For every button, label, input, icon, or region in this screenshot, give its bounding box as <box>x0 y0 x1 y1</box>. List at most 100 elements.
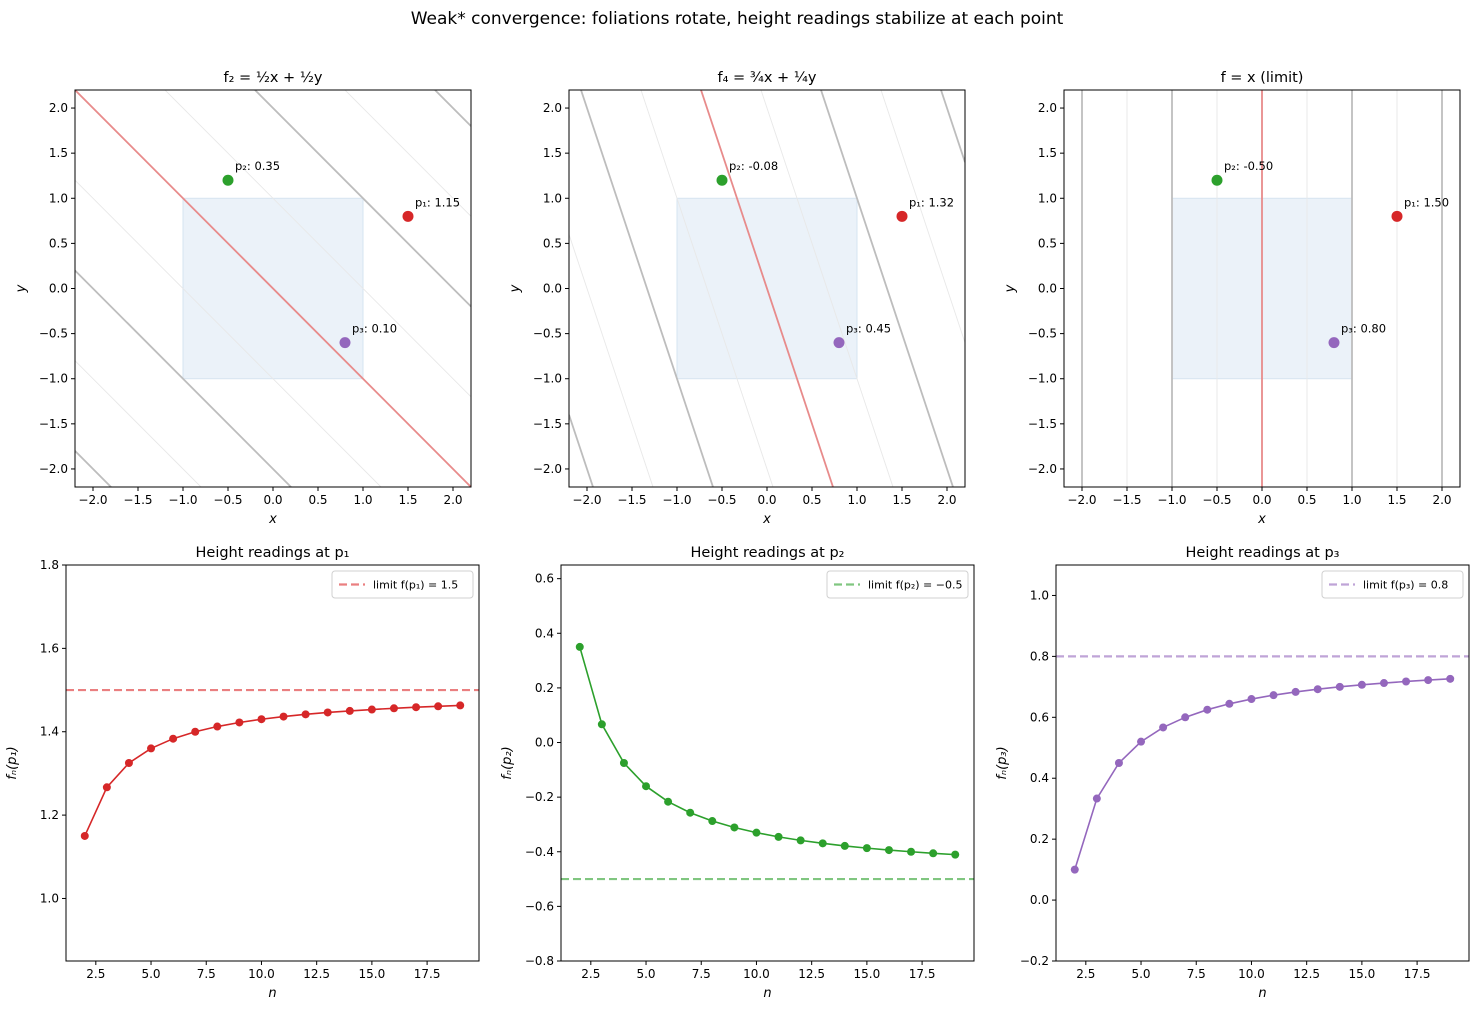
plot-area <box>75 90 471 487</box>
data-point-n9 <box>730 823 739 832</box>
y-axis-label: y <box>508 284 523 293</box>
series-line <box>579 646 956 856</box>
y-tick-label: −0.2 <box>525 790 554 804</box>
x-tick-label: −2.0 <box>78 493 107 507</box>
data-point-n11 <box>774 832 783 841</box>
point-annotation-p1: p₁: 1.32 <box>909 195 954 209</box>
point-marker-p3 <box>339 337 351 349</box>
plot-area <box>1081 90 1443 487</box>
y-tick-label: 0.2 <box>535 681 554 695</box>
y-tick-label: 1.2 <box>40 808 59 822</box>
x-tick-label: 0.5 <box>802 493 821 507</box>
x-tick-label: 1.0 <box>847 493 866 507</box>
data-point-n8 <box>213 722 222 731</box>
level-line-minor <box>569 234 654 487</box>
x-tick-label: 7.5 <box>692 967 711 981</box>
y-tick-label: 1.0 <box>543 191 562 205</box>
y-tick-label: −0.6 <box>525 899 554 913</box>
x-tick-label: −1.5 <box>617 493 646 507</box>
data-point-n14 <box>345 706 354 715</box>
y-tick-label: 0.4 <box>535 626 554 640</box>
series-line <box>84 704 461 837</box>
point-annotation-p3: p₃: 0.45 <box>846 322 891 336</box>
y-tick-label: 2.0 <box>543 101 562 115</box>
y-tick-label: 0.0 <box>543 282 562 296</box>
y-tick-label: −2.0 <box>1028 462 1057 476</box>
x-tick-label: 0.0 <box>1252 493 1271 507</box>
level-line-major <box>569 414 594 487</box>
y-tick-label: −0.5 <box>39 327 68 341</box>
x-tick-label: 0.5 <box>1297 493 1316 507</box>
y-tick-label: −0.2 <box>1020 954 1049 968</box>
data-point-n17 <box>1402 677 1411 686</box>
legend-frame <box>826 570 969 599</box>
y-tick-label: −1.5 <box>39 417 68 431</box>
level-line-zero <box>75 90 471 487</box>
point-annotation-p3: p₃: 0.10 <box>352 322 397 336</box>
data-point-n16 <box>884 846 893 855</box>
data-point-n7 <box>1181 713 1190 722</box>
x-tick-label: 12.5 <box>303 967 330 981</box>
y-tick-label: 1.4 <box>40 725 59 739</box>
x-tick-label: 1.0 <box>353 493 372 507</box>
x-tick-label: 5.0 <box>636 967 655 981</box>
level-line-minor <box>75 179 382 487</box>
subplot-title: f₄ = ¾x + ¼y <box>718 70 817 86</box>
point-marker-p3 <box>833 337 845 349</box>
y-tick-label: 1.8 <box>40 558 59 572</box>
x-tick-label: 12.5 <box>1293 967 1320 981</box>
y-axis-label: fₙ(p₂) <box>500 746 515 779</box>
x-tick-label: −1.0 <box>662 493 691 507</box>
y-tick-label: −2.0 <box>39 462 68 476</box>
x-tick-label: 15.0 <box>854 967 881 981</box>
x-tick-label: 5.0 <box>141 967 160 981</box>
y-tick-label: 0.5 <box>1038 236 1057 250</box>
legend: limit f(p₁) = 1.5 <box>331 570 474 599</box>
data-point-n16 <box>1379 679 1388 688</box>
data-point-n12 <box>301 710 310 719</box>
level-line-major <box>254 90 471 308</box>
level-line-minor <box>164 90 471 398</box>
level-line-major <box>75 450 112 487</box>
data-point-n8 <box>708 817 717 826</box>
legend-label: limit f(p₁) = 1.5 <box>373 579 458 592</box>
point-marker-p1 <box>1391 210 1403 222</box>
data-point-n15 <box>862 844 871 853</box>
data-point-n13 <box>818 839 827 848</box>
x-tick-label: 1.0 <box>1342 493 1361 507</box>
x-tick-label: 15.0 <box>359 967 386 981</box>
data-point-n7 <box>191 727 200 736</box>
y-tick-label: −1.0 <box>533 372 562 386</box>
y-tick-label: 0.0 <box>535 736 554 750</box>
x-axis-label: x <box>1257 512 1266 527</box>
data-point-n13 <box>323 708 332 717</box>
level-line-minor <box>640 90 774 487</box>
y-tick-label: 1.5 <box>1038 146 1057 160</box>
plot-area <box>1056 655 1469 874</box>
data-point-n18 <box>929 849 938 858</box>
subplot-title: Height readings at p₃ <box>1186 545 1340 561</box>
data-point-n11 <box>279 712 288 721</box>
x-tick-label: −0.5 <box>213 493 242 507</box>
x-tick-label: 17.5 <box>1404 967 1431 981</box>
x-tick-label: 1.5 <box>892 493 911 507</box>
y-tick-label: −1.0 <box>39 372 68 386</box>
data-point-n15 <box>367 705 376 714</box>
point-annotation-p2: p₂: -0.08 <box>729 159 778 173</box>
x-tick-label: 2.0 <box>1432 493 1451 507</box>
x-tick-label: 2.0 <box>443 493 462 507</box>
data-point-n19 <box>456 701 465 710</box>
data-point-n9 <box>1225 699 1234 708</box>
axes-frame <box>568 89 966 488</box>
y-tick-label: −2.0 <box>533 462 562 476</box>
level-line-minor <box>880 90 965 343</box>
legend-frame <box>1321 570 1464 599</box>
data-point-n17 <box>907 847 916 856</box>
point-marker-p1 <box>896 210 908 222</box>
data-point-n10 <box>752 828 761 837</box>
y-tick-label: 2.0 <box>1038 101 1057 115</box>
data-point-n10 <box>1247 695 1256 704</box>
subplot-title: f = x (limit) <box>1221 70 1304 86</box>
data-point-n6 <box>169 734 178 743</box>
y-tick-label: 0.0 <box>49 282 68 296</box>
